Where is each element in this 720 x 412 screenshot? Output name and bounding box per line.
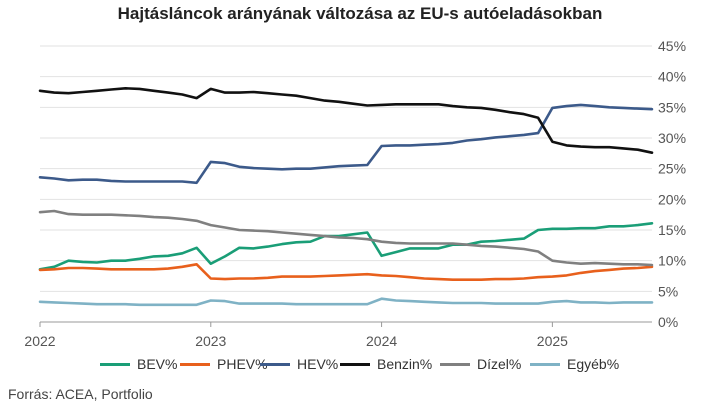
legend-item: PHEV% [180,356,268,372]
legend-item: Benzin% [340,356,432,372]
series-line-dízel [38,209,654,267]
legend-label: PHEV% [217,356,268,372]
series-lines [38,87,654,307]
legend-label: Benzin% [377,356,433,372]
y-tick-label: 35% [658,99,686,115]
x-tick-label: 2022 [24,333,55,349]
series-line-hev [38,103,654,185]
y-tick-label: 0% [658,314,678,330]
series-line-phev [38,262,654,282]
legend-label: HEV% [297,356,339,372]
legend-label: Dízel% [477,356,522,372]
legend: BEV% PHEV% HEV% Benzin% Dízel% Egyéb% [0,356,720,380]
legend-item: Egyéb% [530,356,619,372]
series-line-bev [38,222,654,271]
legend-label: Egyéb% [567,356,620,372]
y-tick-label: 40% [658,69,686,85]
legend-label: BEV% [137,356,178,372]
legend-item: BEV% [100,356,177,372]
y-tick-label: 10% [658,253,686,269]
series-line-benzin [38,87,654,154]
legend-swatch [440,362,470,366]
x-tick-label: 2024 [366,333,397,349]
y-tick-label: 20% [658,191,686,207]
y-axis: 0% 5% 10% 15% 20% 25% 30% 35% 40% 45% [658,38,686,330]
legend-item: Dízel% [440,356,521,372]
line-chart: 0%5%10%15%20%25%30%35%40%45% 2022 2023 202… [24,38,686,349]
y-tick-label: 5% [658,283,678,299]
y-tick-label: 25% [658,161,686,177]
y-tick-label: 15% [658,222,686,238]
chart-title: Hajtásláncok arányának változása az EU-s… [117,4,603,23]
x-tick-label: 2023 [195,333,226,349]
y-tick-label: 45% [658,38,686,54]
y-tick-label: 30% [658,130,686,146]
x-tick-label: 2025 [537,333,568,349]
x-axis: 2022 2023 2024 2025 [24,322,568,349]
legend-swatch [180,362,210,366]
source-note: Forrás: ACEA, Portfolio [8,386,153,402]
legend-swatch [530,362,560,366]
legend-swatch [100,362,130,366]
legend-swatch [340,362,370,366]
legend-swatch [260,362,290,366]
legend-item: HEV% [260,356,338,372]
series-line-egyéb [38,297,654,307]
